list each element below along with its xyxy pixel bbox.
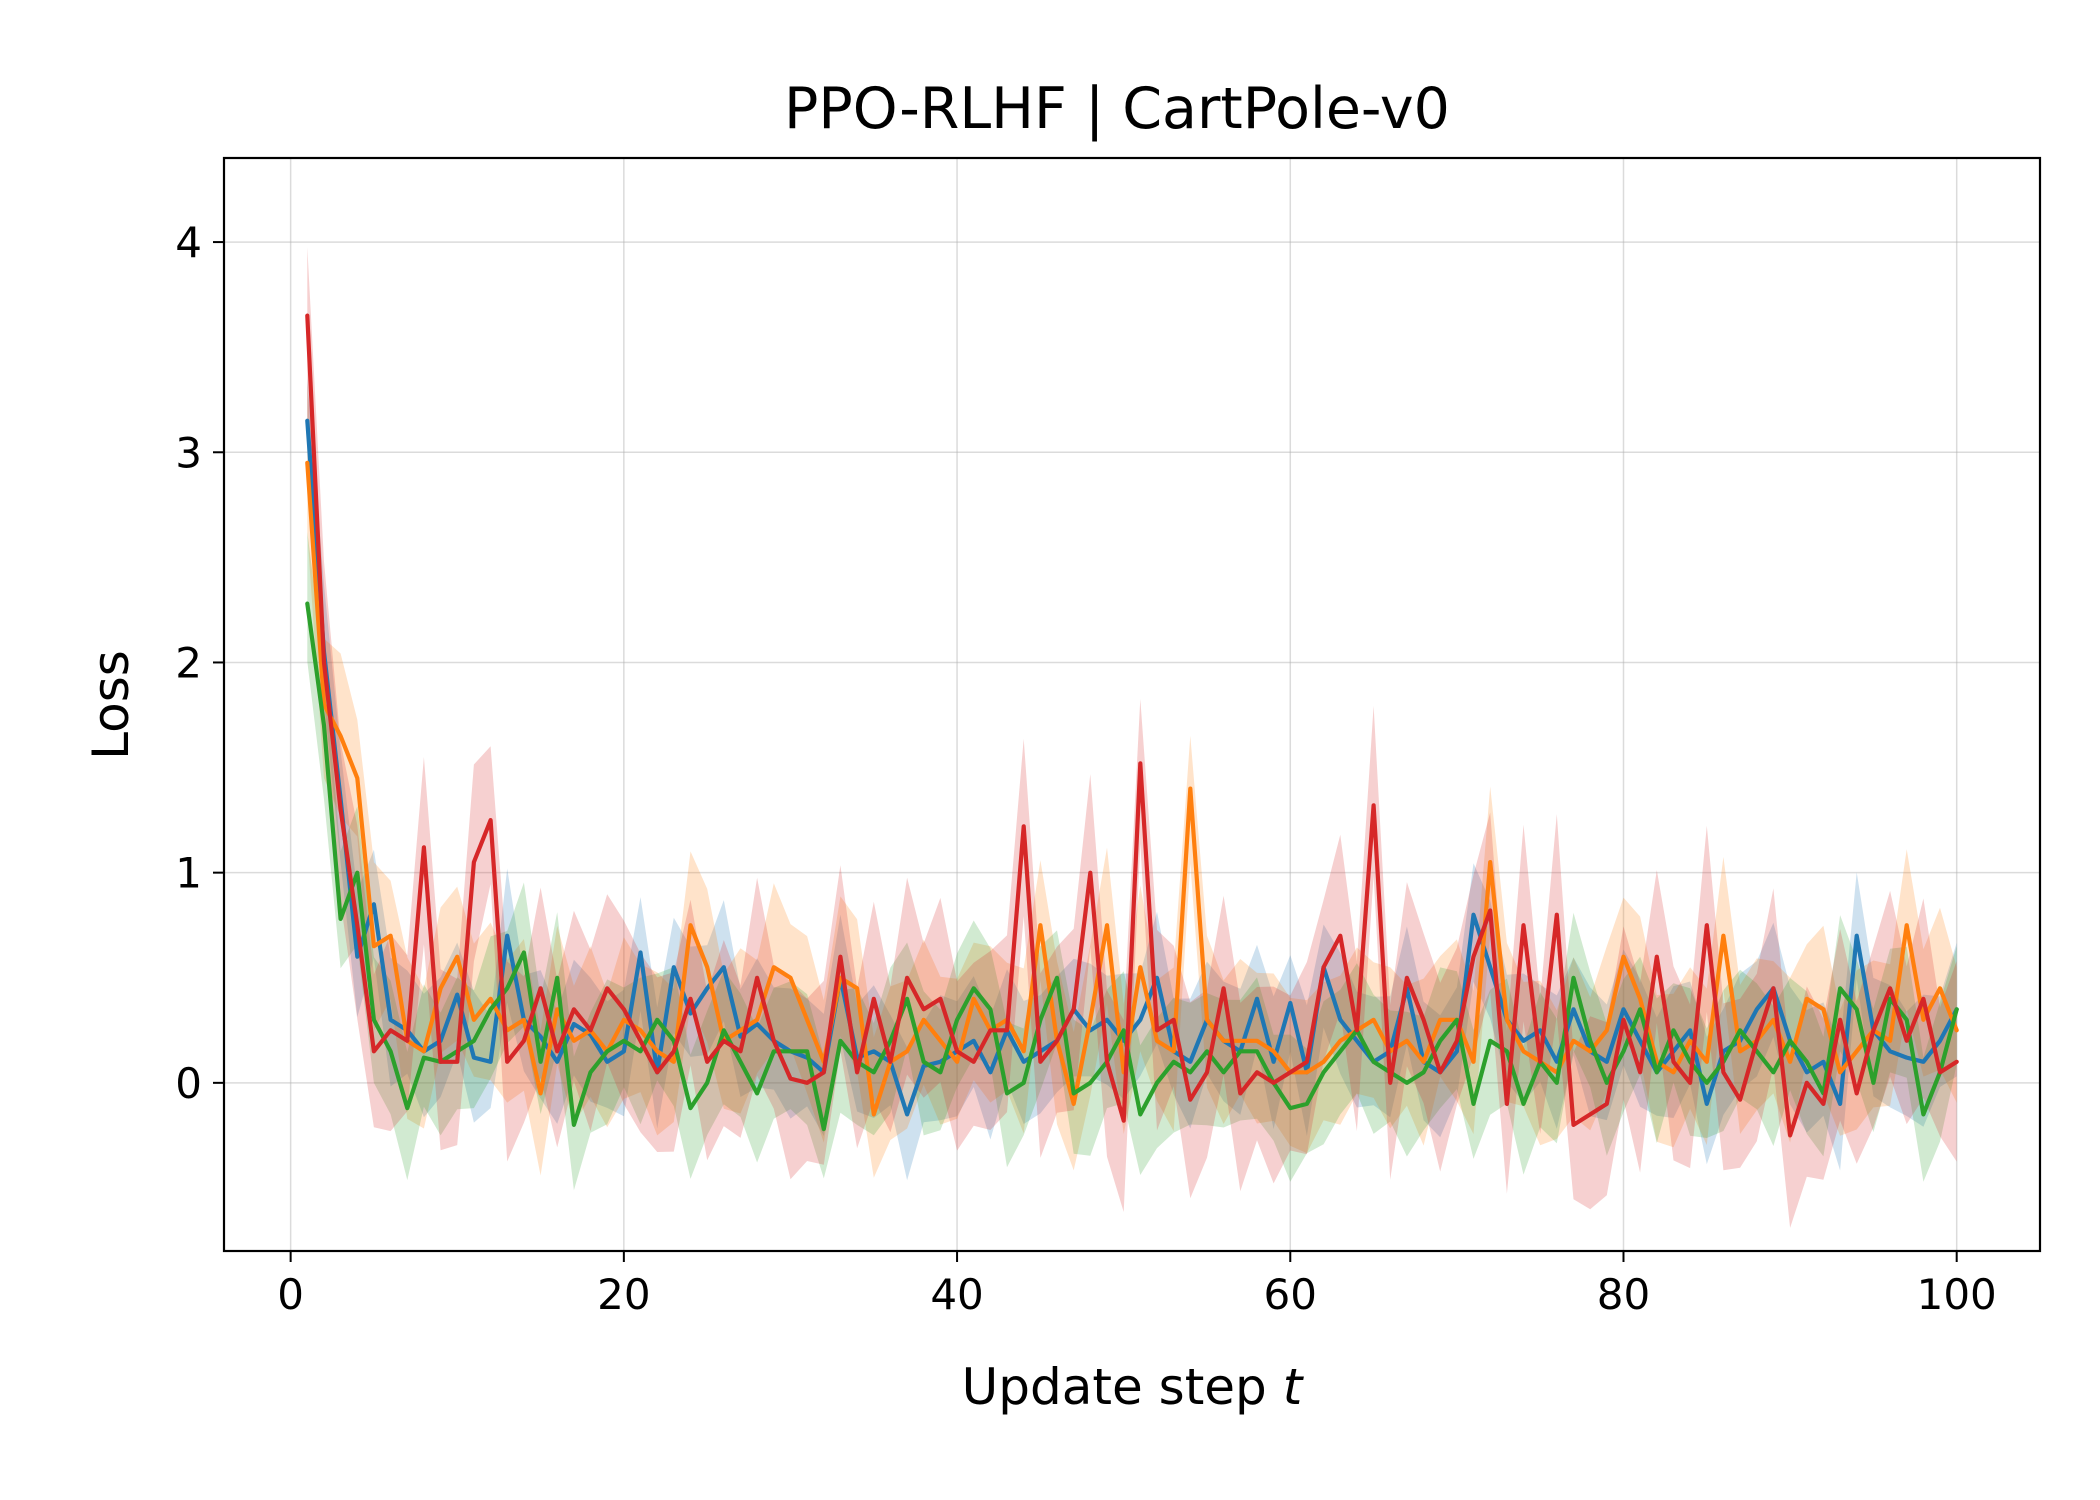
ticks: 0 20 40 60 80 100 0 1 2 3 4 bbox=[175, 218, 1997, 1319]
x-tick-label: 60 bbox=[1264, 1270, 1317, 1319]
x-tick-label: 100 bbox=[1917, 1270, 1997, 1319]
x-tick-label: 0 bbox=[277, 1270, 304, 1319]
series-2-band bbox=[307, 383, 1957, 1178]
x-tick-label: 20 bbox=[597, 1270, 650, 1319]
series-lines bbox=[305, 313, 1959, 1138]
x-tick-label: 40 bbox=[930, 1270, 983, 1319]
grid bbox=[224, 158, 2040, 1251]
y-tick-label: 1 bbox=[175, 849, 202, 898]
y-axis-label: Loss bbox=[82, 650, 140, 760]
y-tick-label: 3 bbox=[175, 428, 202, 477]
series-4-band bbox=[307, 247, 1957, 1228]
y-tick-label: 0 bbox=[175, 1059, 202, 1108]
series-1-band bbox=[307, 378, 1957, 1181]
chart-title: PPO-RLHF | CartPole-v0 bbox=[784, 76, 1450, 142]
x-tick-label: 80 bbox=[1597, 1270, 1650, 1319]
y-tick-label: 2 bbox=[175, 638, 202, 687]
x-axis-label-variable: t bbox=[1283, 1358, 1305, 1416]
plot-frame bbox=[222, 156, 2042, 1253]
series-2-line bbox=[305, 460, 1959, 1117]
series-4-line bbox=[305, 313, 1959, 1138]
x-axis-label-text: Update step bbox=[962, 1358, 1283, 1416]
series-3-line bbox=[305, 601, 1959, 1132]
x-axis-label: Update step t bbox=[962, 1358, 1305, 1416]
y-tick-label: 4 bbox=[175, 218, 202, 267]
